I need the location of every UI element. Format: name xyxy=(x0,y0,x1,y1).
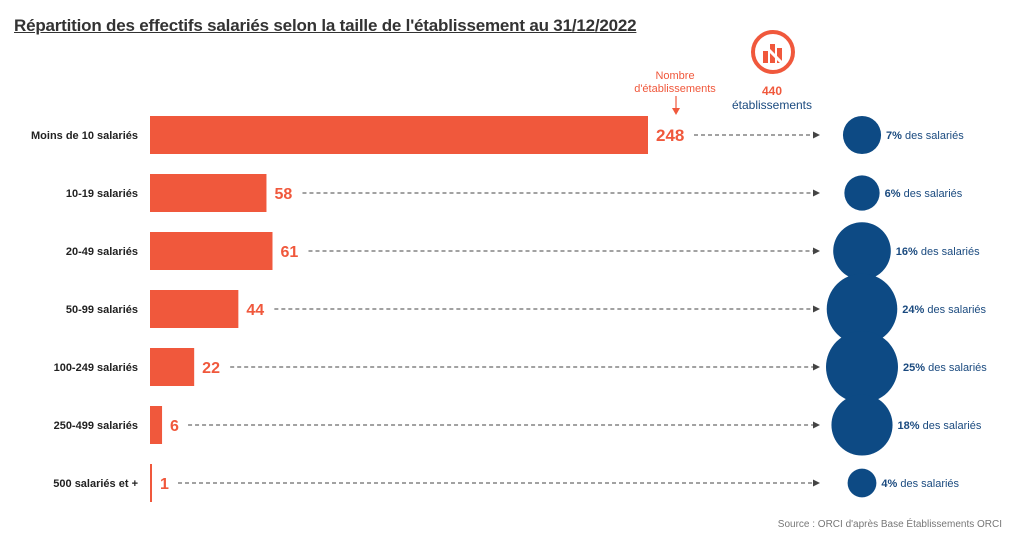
arrowhead xyxy=(813,305,820,313)
category-label: 10-19 salariés xyxy=(66,188,138,200)
bar xyxy=(150,464,153,502)
category-label: 50-99 salariés xyxy=(66,304,138,316)
category-label: 500 salariés et + xyxy=(53,478,138,490)
bar-value-label: 58 xyxy=(274,186,292,203)
share-bubble xyxy=(847,468,877,498)
bar xyxy=(150,174,267,212)
share-label: 4% des salariés xyxy=(881,478,959,490)
arrow-down-icon xyxy=(672,96,680,115)
share-bubble xyxy=(826,331,898,403)
establishments-annotation-line2: d'établissements xyxy=(634,83,716,95)
arrowhead xyxy=(813,189,820,197)
total-establishments: 440 établissements xyxy=(722,84,822,112)
arrowhead xyxy=(813,131,820,139)
arrowhead xyxy=(813,479,820,487)
building-chart-icon xyxy=(751,30,795,74)
bar xyxy=(150,406,163,444)
bar-value-label: 6 xyxy=(170,418,179,435)
share-bubble xyxy=(831,394,893,456)
total-value: 440 xyxy=(761,84,783,98)
share-bubble xyxy=(842,115,882,155)
bar-value-label: 22 xyxy=(202,360,220,377)
share-label: 6% des salariés xyxy=(885,188,963,200)
share-label: 25% des salariés xyxy=(903,362,987,374)
share-label: 24% des salariés xyxy=(902,304,986,316)
share-label: 7% des salariés xyxy=(886,130,964,142)
arrowhead xyxy=(813,247,820,255)
source-note: Source : ORCI d'après Base Établissement… xyxy=(777,519,1002,530)
bar-value-label: 248 xyxy=(656,126,684,145)
establishments-annotation-line1: Nombre xyxy=(655,70,695,82)
bar xyxy=(150,348,195,386)
arrowhead xyxy=(813,421,820,429)
share-bubble xyxy=(826,273,898,345)
chart-title: Répartition des effectifs salariés selon… xyxy=(14,16,637,35)
arrowhead xyxy=(813,363,820,371)
establishments-annotation: Nombre d'établissements xyxy=(620,70,730,96)
share-label: 16% des salariés xyxy=(896,246,980,258)
bar xyxy=(150,290,239,328)
category-label: 250-499 salariés xyxy=(54,420,138,432)
bar-value-label: 44 xyxy=(246,302,264,319)
share-bubble xyxy=(844,175,880,211)
category-label: Moins de 10 salariés xyxy=(31,130,138,142)
total-label: établissements xyxy=(731,98,813,112)
bar xyxy=(150,116,648,154)
bar-value-label: 61 xyxy=(280,244,298,261)
bar-value-label: 1 xyxy=(160,476,169,493)
bar xyxy=(150,232,273,270)
share-label: 18% des salariés xyxy=(898,420,982,432)
category-label: 100-249 salariés xyxy=(54,362,138,374)
share-bubble xyxy=(833,222,891,280)
category-label: 20-49 salariés xyxy=(66,246,138,258)
